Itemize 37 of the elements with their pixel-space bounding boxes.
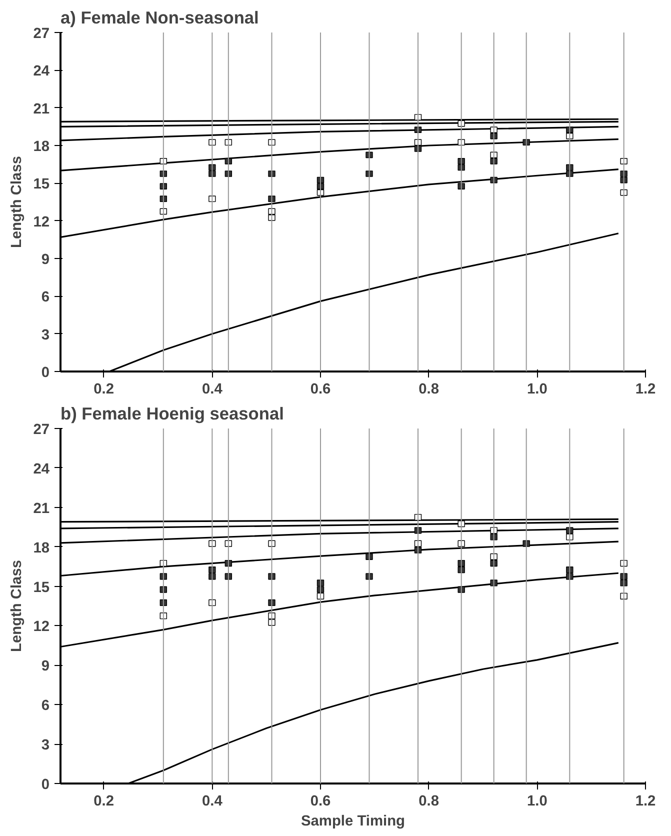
x-tick-label: 0.8 — [418, 382, 440, 398]
y-tick-label: 24 — [33, 461, 50, 478]
x-tick-label: 0.8 — [418, 794, 440, 810]
y-tick-label: 3 — [41, 327, 50, 344]
chart-title: a) Female Non-seasonal — [60, 8, 259, 28]
x-tick-label: 0.4 — [202, 382, 224, 398]
y-tick-label: 27 — [33, 26, 50, 42]
y-axis-title: Length Class — [9, 560, 26, 652]
x-tick-label: 1.0 — [526, 382, 548, 398]
x-tick-label: 0.6 — [310, 794, 331, 810]
y-tick-label: 0 — [41, 777, 50, 793]
x-tick-label: 1.2 — [635, 794, 656, 810]
y-tick-label: 6 — [41, 290, 50, 306]
x-tick-label: 1.0 — [526, 794, 548, 810]
y-tick-label: 3 — [41, 738, 50, 754]
y-tick-label: 21 — [33, 101, 50, 118]
y-tick-label: 15 — [33, 580, 50, 596]
x-tick-label: 0.2 — [94, 382, 114, 398]
y-tick-label: 9 — [41, 658, 50, 675]
y-tick-label: 18 — [33, 139, 50, 155]
x-tick-label: 0.6 — [310, 382, 331, 398]
y-tick-label: 6 — [41, 698, 50, 714]
y-tick-label: 24 — [33, 64, 50, 80]
x-tick-label: 1.2 — [635, 382, 656, 398]
y-tick-label: 12 — [33, 214, 50, 230]
y-axis-title: Length Class — [9, 156, 26, 248]
y-tick-label: 0 — [41, 365, 50, 381]
y-tick-label: 18 — [33, 540, 50, 556]
chart-title: b) Female Hoenig seasonal — [60, 404, 284, 424]
x-axis-title: Sample Timing — [301, 814, 405, 830]
x-tick-label: 0.2 — [94, 794, 114, 810]
y-tick-label: 27 — [33, 422, 50, 438]
y-tick-label: 12 — [33, 619, 50, 636]
y-tick-label: 15 — [33, 176, 50, 193]
y-tick-label: 21 — [33, 500, 50, 517]
x-tick-label: 0.4 — [202, 794, 224, 810]
y-tick-label: 9 — [41, 252, 50, 268]
